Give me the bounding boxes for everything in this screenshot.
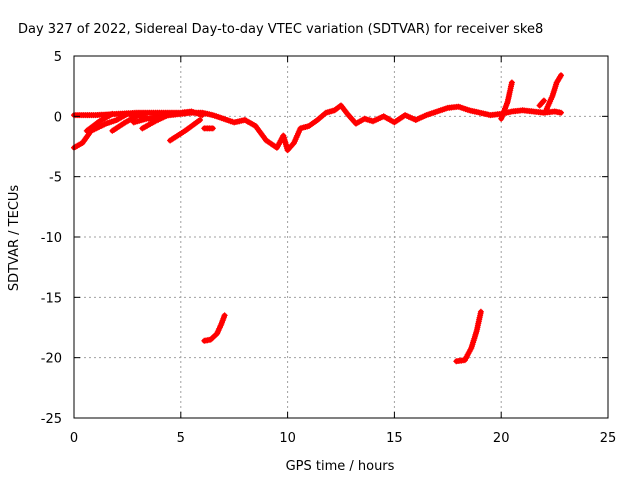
series-point-markers (139, 112, 171, 132)
y-tick-label: -20 (41, 352, 62, 367)
series-diagonal-1 (83, 110, 116, 134)
series-point-markers (167, 117, 203, 144)
series-diagonal-4 (167, 117, 203, 144)
y-axis-label: SDTVAR / TECUs (7, 185, 22, 292)
axis-ticks: 0 5 10 15 20 25 5 0 -5 -10 -15 -20 -25 (41, 50, 617, 446)
series-spike-20 (498, 79, 515, 122)
x-tick-label: 5 (177, 431, 185, 446)
series-spike-22-lower (536, 97, 547, 109)
series-fragment-1 (201, 125, 216, 132)
plot-frame (73, 55, 609, 419)
x-tick-label: 0 (70, 431, 78, 446)
x-tick-label: 20 (493, 431, 510, 446)
data-series (71, 72, 564, 365)
y-tick-label: -5 (49, 171, 62, 186)
y-tick-label: 5 (54, 50, 62, 65)
series-fragment-2 (130, 115, 150, 126)
x-tick-label: 15 (386, 431, 403, 446)
series-point-markers (543, 72, 564, 114)
series-point-markers (536, 97, 547, 109)
x-tick-label: 25 (600, 431, 617, 446)
x-axis-label: GPS time / hours (286, 459, 395, 474)
series-dip-6h (201, 312, 228, 344)
x-tick-label: 10 (279, 431, 296, 446)
series-point-markers (201, 312, 228, 344)
series-dip-18h (453, 308, 484, 365)
y-tick-label: 0 (54, 110, 62, 125)
series-point-markers (130, 115, 150, 126)
series-point-markers (201, 125, 216, 132)
series-point-markers (83, 110, 116, 134)
series-diagonal-3 (139, 112, 171, 132)
series-point-markers (453, 308, 484, 365)
chart-title: Day 327 of 2022, Sidereal Day-to-day VTE… (18, 22, 543, 37)
series-point-markers (498, 79, 515, 122)
series-spike-22 (543, 72, 564, 114)
series-point-markers (109, 112, 142, 134)
y-tick-label: -25 (41, 412, 62, 427)
y-tick-label: -15 (41, 291, 62, 306)
series-diagonal-2 (109, 112, 142, 134)
y-tick-label: -10 (41, 231, 62, 246)
